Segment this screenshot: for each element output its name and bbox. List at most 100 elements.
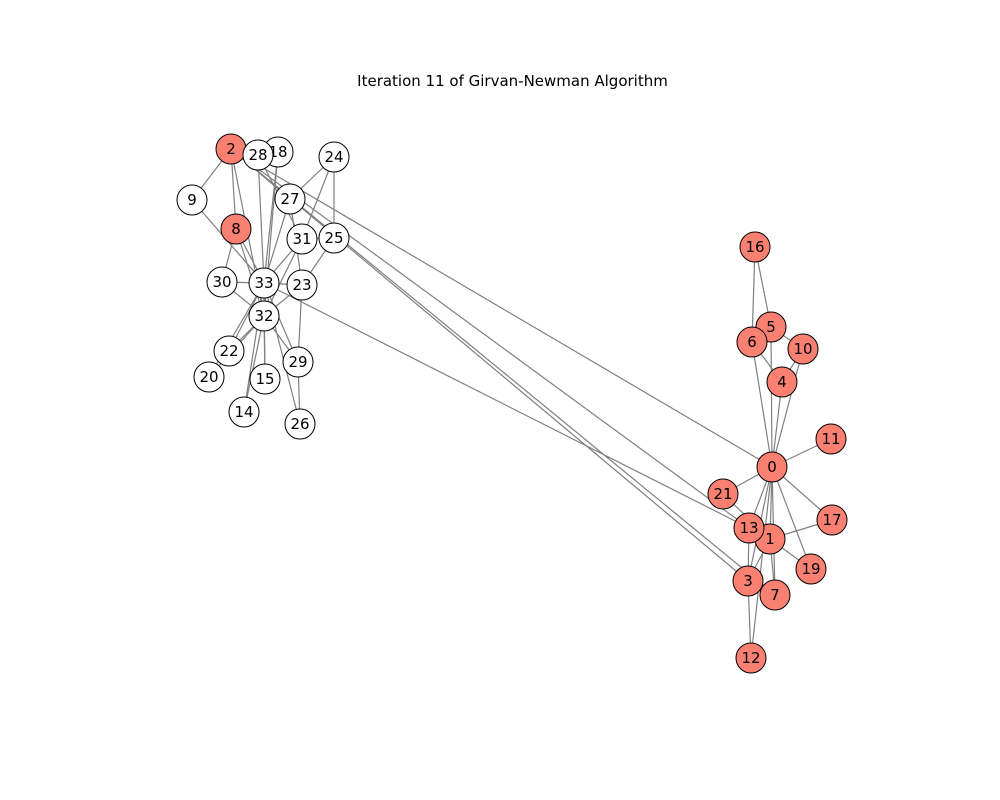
node-label: 1 [765, 530, 775, 548]
edge-0-19 [771, 466, 812, 570]
node-circle [787, 333, 819, 365]
node-10: 10 [787, 333, 819, 365]
node-17: 17 [816, 504, 848, 536]
node-label: 13 [739, 519, 758, 537]
figure-title: Iteration 11 of Girvan-Newman Algorithm [357, 72, 668, 90]
node-label: 17 [822, 511, 841, 529]
node-label: 22 [219, 342, 238, 360]
node-33: 33 [248, 267, 280, 299]
node-24: 24 [318, 141, 350, 173]
node-circle [248, 300, 280, 332]
node-label: 11 [821, 430, 840, 448]
node-circle [193, 361, 225, 393]
node-circle [220, 213, 252, 245]
node-7: 7 [759, 579, 791, 611]
edge-2-13 [230, 148, 750, 529]
node-label: 31 [292, 230, 311, 248]
node-label: 27 [280, 190, 299, 208]
node-11: 11 [815, 423, 847, 455]
node-15: 15 [249, 363, 281, 395]
node-3: 3 [732, 565, 764, 597]
edge-0-5 [770, 326, 773, 468]
node-label: 3 [743, 572, 753, 590]
node-label: 33 [254, 274, 273, 292]
node-circle [249, 363, 281, 395]
node-13: 13 [733, 512, 765, 544]
node-label: 16 [745, 238, 764, 256]
edge-0-2 [230, 148, 773, 468]
node-25: 25 [318, 222, 350, 254]
edge-2-7 [230, 148, 776, 596]
node-2: 2 [215, 133, 247, 165]
node-28: 28 [242, 139, 274, 171]
edge-2-3 [230, 148, 749, 582]
node-circle [318, 141, 350, 173]
node-26: 26 [284, 408, 316, 440]
node-label: 2 [226, 140, 236, 158]
edge-18-33 [263, 151, 279, 284]
node-label: 4 [777, 373, 787, 391]
node-circle [816, 504, 848, 536]
node-circle [286, 223, 318, 255]
node-label: 0 [767, 458, 777, 476]
node-circle [228, 396, 260, 428]
node-0: 0 [756, 451, 788, 483]
node-label: 7 [770, 586, 780, 604]
node-4: 4 [766, 366, 798, 398]
node-circle [815, 423, 847, 455]
node-label: 12 [741, 649, 760, 667]
node-12: 12 [735, 642, 767, 674]
node-22: 22 [213, 335, 245, 367]
edge-0-12 [750, 466, 773, 659]
node-label: 15 [255, 370, 274, 388]
node-circle [176, 184, 208, 216]
node-label: 28 [248, 146, 267, 164]
node-label: 24 [324, 148, 343, 166]
node-9: 9 [176, 184, 208, 216]
node-label: 30 [212, 273, 231, 291]
edge-0-6 [751, 341, 773, 468]
node-label: 10 [793, 340, 812, 358]
node-circle [735, 642, 767, 674]
node-circle [206, 266, 238, 298]
node-21: 21 [707, 478, 739, 510]
node-27: 27 [274, 183, 306, 215]
node-circle [795, 553, 827, 585]
node-label: 23 [292, 276, 311, 294]
node-circle [739, 231, 771, 263]
node-circle [284, 408, 316, 440]
nodes-layer: 0123456789101112131415161718192021222324… [176, 133, 848, 674]
node-29: 29 [282, 346, 314, 378]
node-label: 6 [747, 333, 757, 351]
node-label: 14 [234, 403, 253, 421]
node-14: 14 [228, 396, 260, 428]
node-label: 20 [199, 368, 218, 386]
node-circle [736, 326, 768, 358]
node-circle [282, 346, 314, 378]
node-circle [732, 565, 764, 597]
node-label: 21 [713, 485, 732, 503]
node-32: 32 [248, 300, 280, 332]
node-30: 30 [206, 266, 238, 298]
node-circle [733, 512, 765, 544]
edge-28-33 [257, 154, 265, 284]
node-circle [286, 269, 318, 301]
node-label: 32 [254, 307, 273, 325]
edge-0-10 [771, 348, 804, 468]
edge-13-33 [263, 282, 750, 529]
node-23: 23 [286, 269, 318, 301]
node-label: 9 [187, 191, 197, 209]
node-label: 29 [288, 353, 307, 371]
node-circle [756, 451, 788, 483]
node-circle [242, 139, 274, 171]
node-circle [707, 478, 739, 510]
node-label: 5 [766, 318, 776, 336]
node-20: 20 [193, 361, 225, 393]
node-circle [248, 267, 280, 299]
node-31: 31 [286, 223, 318, 255]
node-19: 19 [795, 553, 827, 585]
edge-6-16 [751, 246, 756, 343]
node-6: 6 [736, 326, 768, 358]
node-circle [759, 579, 791, 611]
